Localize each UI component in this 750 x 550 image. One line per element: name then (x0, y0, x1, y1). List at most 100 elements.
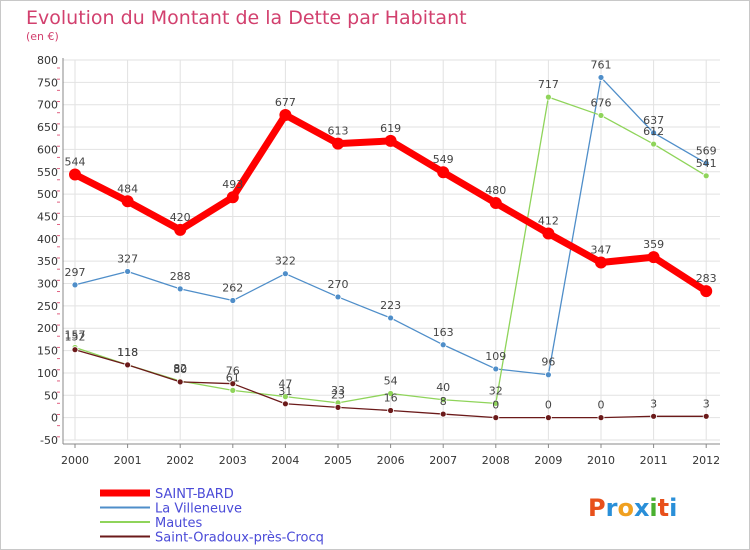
data-label: 717 (538, 78, 559, 91)
data-label: 0 (545, 399, 552, 412)
data-label: 118 (117, 346, 138, 359)
data-point (647, 251, 660, 264)
x-tick-label: 2004 (271, 454, 299, 467)
data-point (124, 361, 131, 369)
data-point (387, 407, 395, 414)
y-tick-label: 500 (37, 188, 58, 201)
data-point (439, 341, 447, 349)
y-tick-label: 200 (37, 322, 58, 335)
data-label: 569 (696, 144, 717, 157)
data-point (650, 129, 657, 137)
data-point (437, 166, 450, 179)
data-label: 82 (173, 362, 187, 375)
legend-label: Saint-Oradoux-près-Crocq (155, 531, 324, 546)
legend-label: Mautes (155, 516, 203, 531)
y-tick-label: 400 (37, 233, 58, 246)
data-label: 676 (591, 96, 612, 109)
data-point (545, 93, 552, 101)
data-label: 493 (222, 178, 243, 191)
y-tick-label: 600 (37, 143, 58, 156)
data-label: 327 (117, 252, 138, 265)
data-point (439, 396, 447, 404)
data-point (597, 112, 605, 119)
data-point (71, 346, 79, 354)
data-label: 40 (436, 381, 450, 394)
data-point (121, 195, 134, 208)
y-tick-label: 300 (37, 278, 58, 291)
data-label: 23 (331, 388, 345, 401)
data-label: 47 (278, 378, 292, 391)
x-tick-label: 2000 (61, 454, 89, 467)
data-point (492, 365, 500, 373)
data-label: 359 (643, 238, 664, 251)
y-tick-label: 50 (44, 389, 58, 402)
data-point (176, 285, 184, 293)
data-label: 270 (328, 278, 349, 291)
data-label: 80 (173, 363, 187, 376)
data-point (702, 412, 710, 420)
proxiti-logo: Proxiti (588, 494, 677, 522)
data-point (384, 134, 397, 147)
data-label: 0 (598, 399, 605, 412)
data-label: 412 (538, 214, 559, 227)
data-label: 619 (380, 122, 401, 135)
data-label: 109 (485, 350, 506, 363)
data-label: 3 (703, 397, 710, 410)
data-point (542, 227, 555, 240)
data-point (700, 285, 713, 298)
data-point (387, 314, 395, 322)
x-tick-label: 2006 (377, 454, 405, 467)
x-tick-label: 2007 (429, 454, 457, 467)
data-label: 637 (643, 114, 664, 127)
data-label: 3 (650, 397, 657, 410)
chart-title: Evolution du Montant de la Dette par Hab… (26, 7, 467, 29)
data-point (489, 197, 502, 210)
data-label: 16 (384, 391, 398, 404)
data-point (229, 297, 237, 304)
y-tick-label: 0 (51, 412, 58, 425)
data-point (229, 386, 237, 394)
data-point (229, 380, 237, 388)
chart-subtitle: (en €) (26, 30, 59, 43)
data-point (281, 270, 289, 278)
data-point (69, 168, 81, 181)
data-label: 549 (433, 153, 454, 166)
y-tick-label: 750 (37, 76, 58, 89)
y-tick-label: 250 (37, 300, 58, 313)
data-label: 157 (65, 328, 86, 341)
x-tick-label: 2005 (324, 454, 352, 467)
data-point (492, 399, 500, 407)
data-label: 420 (170, 211, 191, 224)
data-label: 152 (65, 331, 86, 344)
legend-label: La Villeneuve (155, 502, 242, 517)
x-tick-label: 2002 (166, 454, 194, 467)
legend-label: SAINT-BARD (155, 487, 234, 502)
y-tick-label: 450 (37, 210, 58, 223)
data-point (281, 400, 289, 408)
y-tick-label: 350 (37, 255, 58, 268)
data-label: 32 (489, 384, 503, 397)
data-point (387, 390, 395, 397)
data-label: 484 (117, 182, 138, 195)
x-tick-label: 2003 (219, 454, 247, 467)
data-point (650, 412, 657, 420)
data-point (332, 137, 344, 150)
data-point (71, 281, 79, 289)
data-point (702, 159, 710, 167)
data-point (124, 268, 131, 275)
y-tick-label: 650 (37, 121, 58, 134)
data-label: 544 (65, 155, 86, 168)
data-label: 347 (591, 244, 612, 257)
data-point (176, 378, 184, 386)
data-label: 163 (433, 326, 454, 339)
data-label: 262 (222, 282, 243, 295)
data-label: 0 (492, 399, 499, 412)
data-label: 8 (440, 395, 447, 408)
data-label: 31 (278, 385, 292, 398)
x-tick-label: 2009 (534, 454, 562, 467)
data-label: 283 (696, 272, 717, 285)
data-point (595, 256, 607, 269)
x-tick-label: 2012 (692, 454, 720, 467)
x-tick-label: 2001 (114, 454, 142, 467)
